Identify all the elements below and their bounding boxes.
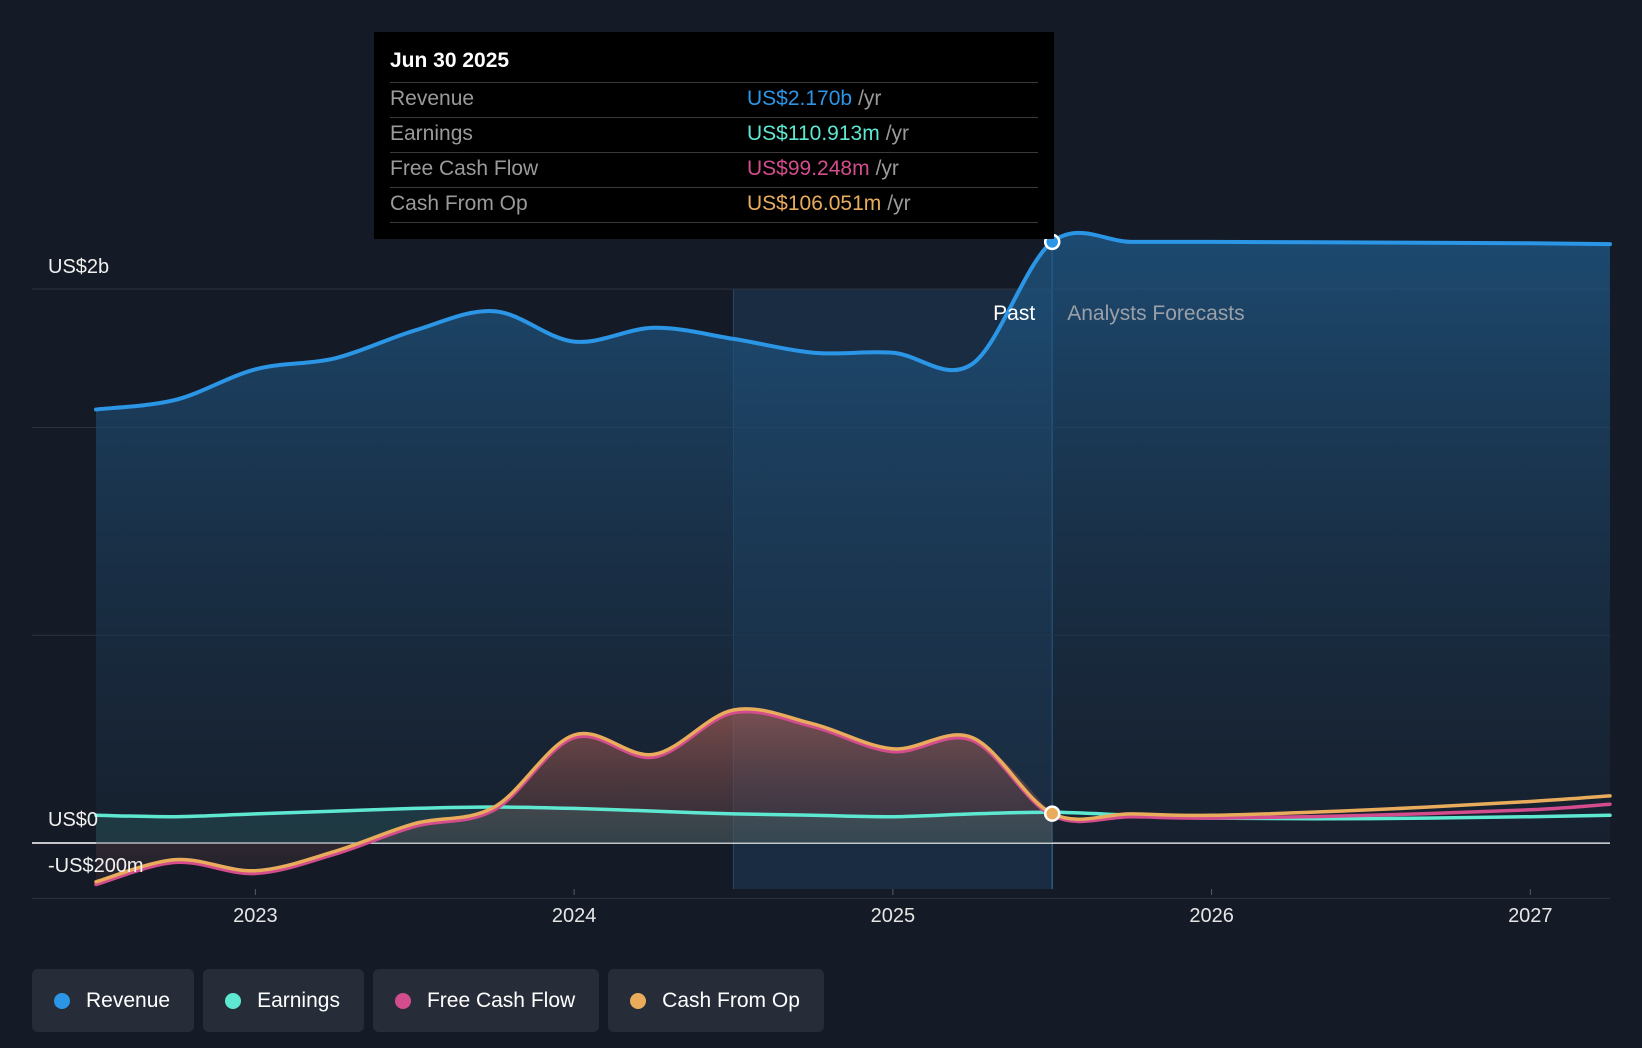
tooltip-row-revenue: Revenue US$2.170b /yr	[390, 82, 1038, 117]
tooltip-value: US$110.913m	[747, 122, 880, 145]
legend-item-earnings[interactable]: Earnings	[203, 969, 364, 1032]
revenue-line	[94, 230, 1612, 412]
legend-item-cash-from-op[interactable]: Cash From Op	[608, 969, 824, 1032]
tooltip-unit: /yr	[858, 87, 882, 110]
legend-item-revenue[interactable]: Revenue	[32, 969, 195, 1032]
tooltip-row-earnings: Earnings US$110.913m /yr	[390, 117, 1038, 152]
y-tick-label: US$0	[48, 809, 98, 831]
free-cash-flow-line	[94, 709, 1612, 887]
tooltip-name: Revenue	[390, 87, 475, 110]
revenue-dot-icon	[54, 992, 70, 1009]
legend: Revenue Earnings Free Cash Flow Cash Fro…	[32, 969, 824, 1032]
tooltip-row-cash-from-op: Cash From Op US$106.051m /yr	[390, 187, 1038, 223]
tooltip-date: Jun 30 2025	[390, 49, 510, 72]
series-lines	[94, 230, 1612, 887]
legend-label: Revenue	[86, 988, 171, 1012]
tooltip-unit: /yr	[875, 157, 899, 180]
tooltip-value: US$99.248m	[747, 157, 870, 180]
y-tick-label: -US$200m	[48, 855, 144, 877]
tooltip-unit: /yr	[887, 192, 911, 215]
earnings-dot-icon	[225, 992, 242, 1009]
axis-labels: US$2b US$0 -US$200m 2023 2024 2025 2026 2027 Pas…	[48, 256, 1553, 927]
tooltip-unit: /yr	[885, 122, 910, 145]
legend-label: Earnings	[257, 988, 340, 1012]
tooltip-name: Cash From Op	[390, 192, 528, 215]
earnings-line	[94, 805, 1612, 821]
cash-from-op-area	[96, 708, 1053, 882]
x-tick-label: 2027	[1508, 905, 1553, 927]
tooltip-name: Earnings	[390, 122, 473, 145]
x-tick-label: 2024	[552, 905, 597, 927]
y-tick-label: US$2b	[48, 256, 109, 278]
free-cash-flow-dot-icon	[394, 992, 411, 1009]
legend-label: Free Cash Flow	[426, 988, 576, 1012]
cash-from-op-line	[94, 707, 1612, 884]
tooltip: Jun 30 2025 Revenue US$2.170b /yr Earnin…	[374, 32, 1054, 239]
tooltip-name: Free Cash Flow	[390, 157, 539, 180]
x-tick-label: 2026	[1189, 905, 1234, 927]
x-tick-label: 2023	[233, 905, 278, 927]
tooltip-value: US$106.051m	[747, 192, 882, 215]
cash-from-op-marker	[1043, 805, 1061, 822]
legend-label: Cash From Op	[662, 988, 800, 1012]
tooltip-value: US$2.170b	[747, 87, 853, 110]
revenue-area	[96, 232, 1610, 843]
x-tick-label: 2025	[871, 905, 916, 927]
legend-item-free-cash-flow[interactable]: Free Cash Flow	[372, 969, 600, 1032]
cash-from-op-dot-icon	[630, 992, 647, 1009]
tooltip-row-free-cash-flow: Free Cash Flow US$99.248m /yr	[390, 152, 1038, 187]
past-label: Past	[993, 302, 1035, 325]
forecast-label: Analysts Forecasts	[1067, 302, 1244, 325]
